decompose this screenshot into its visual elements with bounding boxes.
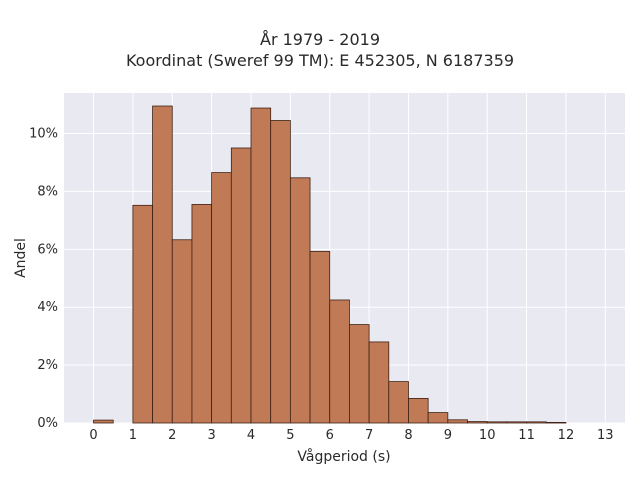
- histogram-bar: [309, 250, 331, 424]
- x-tick-label: 0: [89, 428, 97, 443]
- histogram-bar: [467, 421, 488, 424]
- x-tick-label: 1: [129, 428, 137, 443]
- histogram-bar: [388, 381, 409, 424]
- y-tick-label: 0%: [37, 416, 58, 431]
- y-tick-label: 4%: [37, 300, 58, 315]
- y-tick-label: 6%: [37, 242, 58, 257]
- histogram-bar: [211, 172, 232, 424]
- histogram-bar: [152, 105, 173, 424]
- histogram-bar: [506, 421, 527, 424]
- x-tick-label: 5: [286, 428, 294, 443]
- y-tick-label: 2%: [37, 358, 58, 373]
- x-tick-label: 10: [479, 428, 496, 443]
- histogram-bar: [526, 421, 547, 424]
- histogram-bar: [545, 422, 567, 424]
- histogram-bar: [427, 412, 449, 424]
- chart-subtitle: Koordinat (Sweref 99 TM): E 452305, N 61…: [125, 51, 515, 70]
- x-tick-label: 9: [444, 428, 452, 443]
- histogram-bar: [329, 299, 350, 424]
- histogram-bar: [368, 341, 390, 424]
- y-axis-label: Andel: [13, 238, 29, 278]
- chart-title: År 1979 - 2019: [260, 30, 380, 49]
- histogram-bar: [447, 419, 468, 424]
- histogram-bar: [191, 204, 213, 424]
- histogram-bar: [230, 147, 252, 424]
- x-tick-label: 2: [168, 428, 176, 443]
- x-tick-label: 11: [518, 428, 535, 443]
- histogram-bar: [349, 324, 370, 424]
- histogram-bar: [132, 204, 153, 424]
- x-axis-label: Vågperiod (s): [297, 448, 390, 465]
- x-tick-label: 8: [404, 428, 412, 443]
- histogram-bar: [289, 177, 311, 424]
- x-tick-label: 12: [558, 428, 575, 443]
- histogram-bar: [486, 421, 508, 424]
- histogram-bar: [250, 107, 272, 424]
- histogram-bar: [171, 239, 193, 424]
- histogram-bar: [408, 397, 429, 424]
- x-tick-label: 13: [597, 428, 614, 443]
- y-tick-label: 10%: [29, 127, 58, 142]
- x-tick-label: 3: [207, 428, 215, 443]
- histogram-bar: [93, 419, 114, 424]
- x-tick-label: 7: [365, 428, 373, 443]
- histogram-bar: [270, 120, 291, 424]
- x-tick-label: 4: [247, 428, 255, 443]
- x-tick-label: 6: [326, 428, 334, 443]
- y-tick-label: 8%: [37, 184, 58, 199]
